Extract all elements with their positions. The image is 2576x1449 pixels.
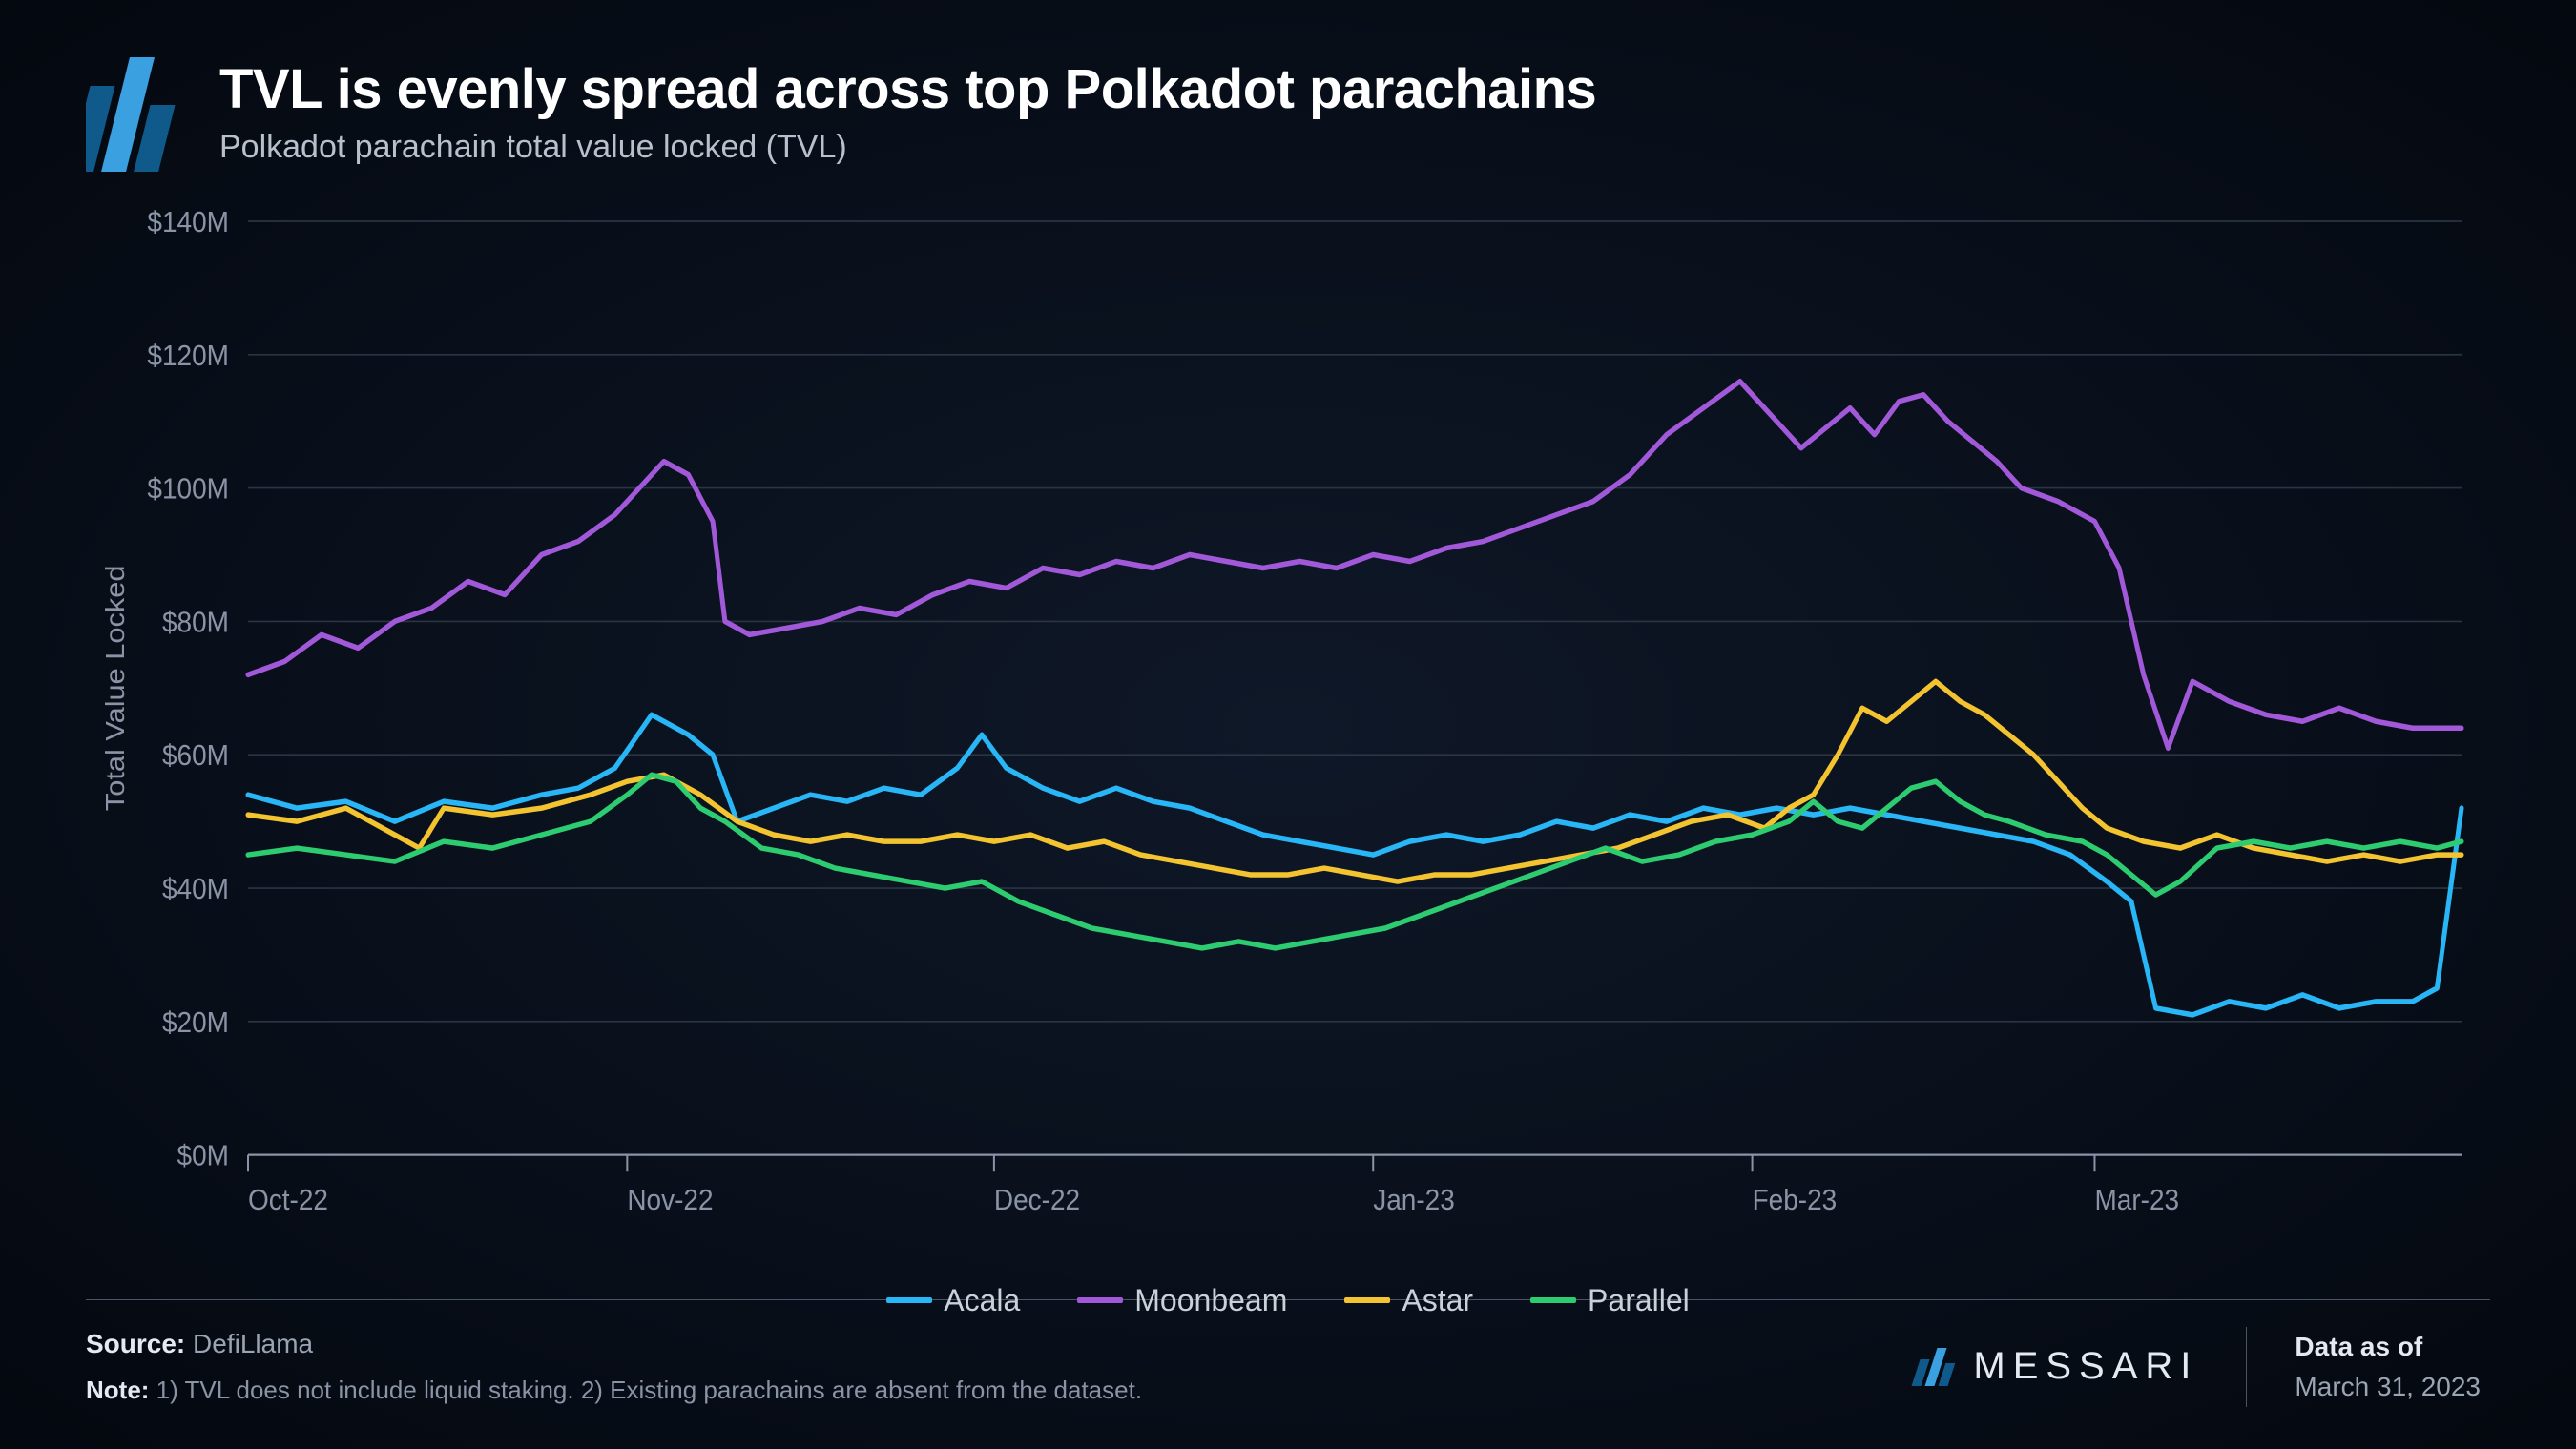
source-value: DefiLlama: [193, 1329, 313, 1358]
legend-item: Parallel: [1530, 1283, 1690, 1318]
legend-swatch-icon: [1530, 1297, 1576, 1303]
svg-text:$120M: $120M: [147, 340, 229, 373]
chart-plot: $0M $20M $40M $60M $80M $100M $120M $140M Oct-22…: [86, 200, 2490, 1271]
svg-text:Jan-23: Jan-23: [1373, 1184, 1455, 1217]
svg-text:$0M: $0M: [177, 1139, 229, 1172]
svg-text:$20M: $20M: [162, 1006, 229, 1040]
brand-name: MESSARI: [1973, 1345, 2198, 1388]
legend-label: Parallel: [1588, 1283, 1690, 1318]
chart-subtitle: Polkadot parachain total value locked (T…: [219, 129, 2490, 166]
svg-text:Feb-23: Feb-23: [1753, 1184, 1838, 1217]
legend-swatch-icon: [886, 1297, 932, 1303]
legend-item: Astar: [1344, 1283, 1473, 1318]
legend-item: Moonbeam: [1077, 1283, 1287, 1318]
svg-text:Nov-22: Nov-22: [627, 1184, 713, 1217]
legend-label: Astar: [1402, 1283, 1473, 1318]
note-label: Note:: [86, 1376, 149, 1404]
legend-swatch-icon: [1077, 1297, 1123, 1303]
legend-item: Acala: [886, 1283, 1020, 1318]
chart-title: TVL is evenly spread across top Polkadot…: [219, 57, 2490, 121]
svg-text:Mar-23: Mar-23: [2094, 1184, 2179, 1217]
legend-label: Moonbeam: [1134, 1283, 1287, 1318]
brand-logo-icon: [86, 57, 181, 172]
source-label: Source:: [86, 1329, 185, 1358]
header: TVL is evenly spread across top Polkadot…: [86, 57, 2490, 172]
date-label: Data as of: [2295, 1327, 2481, 1367]
note-value: 1) TVL does not include liquid staking. …: [156, 1376, 1142, 1404]
svg-text:Oct-22: Oct-22: [248, 1184, 328, 1217]
svg-text:Total Value Locked: Total Value Locked: [100, 565, 130, 811]
chart-card: TVL is evenly spread across top Polkadot…: [0, 0, 2576, 1449]
legend-label: Acala: [944, 1283, 1020, 1318]
date-value: March 31, 2023: [2295, 1367, 2481, 1407]
legend-swatch-icon: [1344, 1297, 1390, 1303]
chart-legend: Acala Moonbeam Astar Parallel: [86, 1283, 2490, 1318]
svg-text:$40M: $40M: [162, 873, 229, 906]
svg-text:$100M: $100M: [147, 472, 229, 506]
brand-bars-icon: [1912, 1348, 1961, 1386]
brand-wordmark: MESSARI: [1870, 1345, 2246, 1388]
svg-text:$80M: $80M: [162, 606, 229, 639]
svg-text:Dec-22: Dec-22: [994, 1184, 1080, 1217]
svg-text:$140M: $140M: [147, 206, 229, 239]
svg-text:$60M: $60M: [162, 739, 229, 773]
